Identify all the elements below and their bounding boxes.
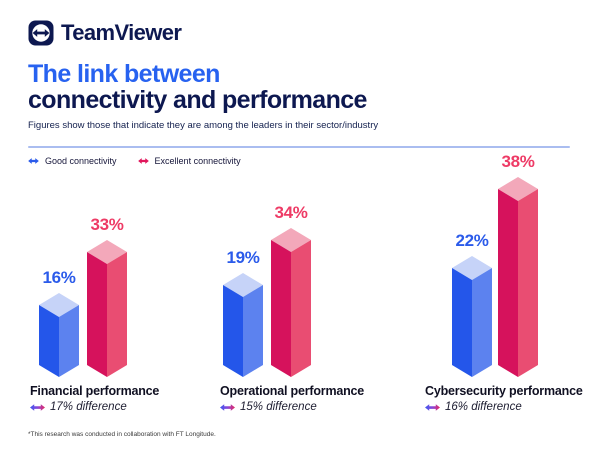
difference-row: 16% difference xyxy=(425,401,583,413)
group-label-operational: Operational performance 15% difference xyxy=(220,384,364,413)
difference-label: 15% difference xyxy=(240,401,317,413)
value-label-excellent-cybersecurity: 38% xyxy=(501,152,535,171)
page-title: The link between connectivity and perfor… xyxy=(28,61,367,113)
legend-label: Excellent connectivity xyxy=(154,156,241,166)
teamviewer-logo: TeamViewer xyxy=(28,20,182,46)
value-label-good-operational: 19% xyxy=(226,248,260,267)
group-label-cybersecurity: Cybersecurity performance 16% difference xyxy=(425,384,583,413)
double-arrow-icon xyxy=(28,158,39,164)
teamviewer-logo-icon xyxy=(28,20,54,46)
logo-wordmark: TeamViewer xyxy=(61,20,182,45)
value-label-good-cybersecurity: 22% xyxy=(455,231,489,250)
left-face xyxy=(498,189,518,377)
bar-excellent-0 xyxy=(87,240,127,377)
category-label: Operational performance xyxy=(220,384,365,398)
right-face xyxy=(291,240,311,377)
subtitle: Figures show those that indicate they ar… xyxy=(28,120,379,131)
bar-excellent-2 xyxy=(498,177,538,377)
difference-arrow-icon xyxy=(425,403,440,411)
group-label-financial: Financial performance 17% difference xyxy=(30,384,159,413)
footnote: *This research was conducted in collabor… xyxy=(28,431,216,438)
title-line-1: The link between xyxy=(28,60,220,88)
difference-arrow-icon xyxy=(30,403,45,411)
right-face xyxy=(243,285,263,377)
chart-legend: Good connectivity Excellent connectivity xyxy=(28,156,241,166)
difference-label: 17% difference xyxy=(50,401,127,413)
legend-item-excellent-connectivity: Excellent connectivity xyxy=(137,156,241,166)
bar-good-0 xyxy=(39,293,79,377)
legend-label: Good connectivity xyxy=(45,156,117,166)
value-label-excellent-financial: 33% xyxy=(90,215,124,234)
title-line-2: connectivity and performance xyxy=(28,86,367,114)
category-label: Cybersecurity performance xyxy=(425,384,583,398)
legend-item-good-connectivity: Good connectivity xyxy=(28,156,117,166)
value-label-excellent-operational: 34% xyxy=(274,203,308,222)
difference-row: 15% difference xyxy=(220,401,364,413)
category-label: Financial performance xyxy=(30,384,160,398)
double-arrow-icon xyxy=(137,158,149,164)
right-face xyxy=(472,268,492,377)
difference-arrow-icon xyxy=(220,403,235,411)
left-face xyxy=(452,268,472,377)
left-face xyxy=(87,252,107,377)
right-face xyxy=(518,189,538,377)
difference-row: 17% difference xyxy=(30,401,159,413)
value-label-good-financial: 16% xyxy=(42,268,76,287)
left-face xyxy=(39,305,59,377)
bar-excellent-1 xyxy=(271,228,311,377)
right-face xyxy=(59,305,79,377)
bar-good-1 xyxy=(223,273,263,377)
right-face xyxy=(107,252,127,377)
left-face xyxy=(223,285,243,377)
difference-label: 16% difference xyxy=(445,401,522,413)
divider-line xyxy=(28,146,570,148)
left-face xyxy=(271,240,291,377)
bar-good-2 xyxy=(452,256,492,377)
